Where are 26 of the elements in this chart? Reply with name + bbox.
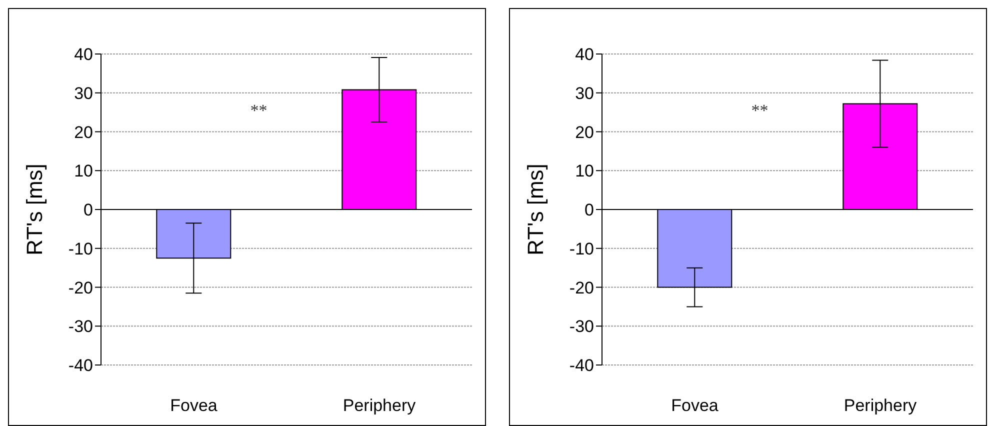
x-tick-label: Periphery <box>342 396 416 416</box>
y-tick-label: -20 <box>68 278 93 298</box>
y-tick-label: -10 <box>569 239 594 258</box>
y-tick-label: 30 <box>575 84 594 103</box>
y-tick-label: 0 <box>84 200 93 220</box>
y-tick-label: -40 <box>68 356 93 376</box>
y-tick-label: -10 <box>68 239 93 258</box>
x-tick-label: Fovea <box>170 396 218 416</box>
y-tick-label: 10 <box>74 162 93 181</box>
y-tick-label: 20 <box>575 122 594 142</box>
y-axis-title: RT's [ms] <box>22 164 47 256</box>
y-tick-label: -40 <box>569 356 594 376</box>
annotation: ** <box>751 100 768 121</box>
y-tick-label: 40 <box>575 45 594 64</box>
y-tick-label: 30 <box>74 84 93 103</box>
y-tick-label: -30 <box>68 317 93 336</box>
y-tick-label: -30 <box>569 317 594 336</box>
y-tick-label: -20 <box>569 278 594 298</box>
x-tick-label: Fovea <box>671 396 719 416</box>
y-axis-title: RT's [ms] <box>522 164 548 256</box>
y-tick-label: 0 <box>584 200 594 220</box>
y-tick-label: 10 <box>575 162 594 181</box>
x-tick-label: Periphery <box>844 396 918 416</box>
y-tick-label: 20 <box>74 122 93 142</box>
annotation: ** <box>250 100 268 121</box>
y-tick-label: 40 <box>74 45 93 64</box>
